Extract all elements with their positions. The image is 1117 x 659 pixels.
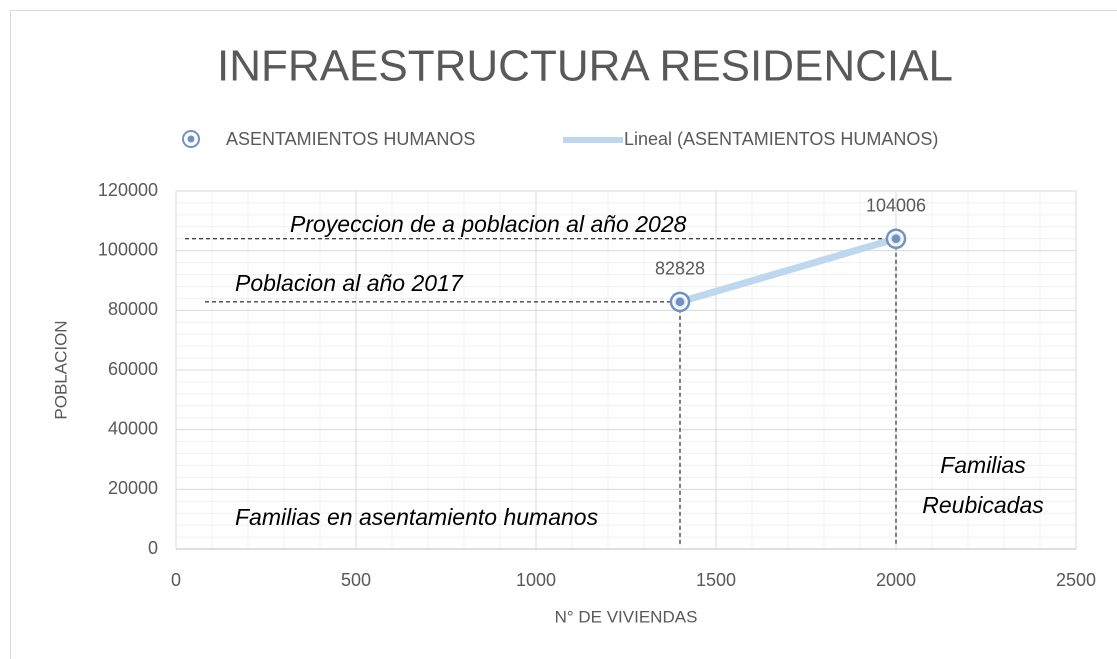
data-label: 104006 bbox=[866, 195, 926, 215]
trendline bbox=[676, 235, 900, 306]
data-label: 82828 bbox=[655, 259, 705, 279]
point bbox=[669, 291, 691, 313]
legend-marker bbox=[182, 130, 200, 148]
chart-title: INFRAESTRUCTURA RESIDENCIAL bbox=[217, 42, 953, 91]
y-tick-label: 0 bbox=[148, 538, 158, 558]
x-tick-label: 500 bbox=[341, 570, 371, 590]
x-axis-label: N° DE VIVIENDAS bbox=[555, 607, 698, 626]
x-tick-label: 2500 bbox=[1056, 570, 1096, 590]
point bbox=[885, 228, 907, 249]
y-tick-label: 60000 bbox=[108, 359, 158, 379]
y-tick-label: 120000 bbox=[98, 180, 158, 200]
x-tick-label: 2000 bbox=[876, 570, 916, 590]
annotation: Reubicadas bbox=[922, 492, 1044, 518]
legend-marker-inner bbox=[187, 135, 195, 143]
y-tick-label: 80000 bbox=[108, 299, 158, 319]
x-tick-label: 1000 bbox=[516, 570, 556, 590]
annotation: Familias bbox=[940, 452, 1026, 478]
legend-label: ASENTAMIENTOS HUMANOS bbox=[226, 129, 475, 149]
annotation: Proyeccion de a poblacion al año 2028 bbox=[290, 211, 687, 237]
y-tick-label: 40000 bbox=[108, 418, 158, 438]
point-marker bbox=[674, 296, 686, 308]
y-tick-label: 20000 bbox=[108, 478, 158, 498]
point-marker bbox=[890, 232, 902, 245]
x-tick-label: 1500 bbox=[696, 570, 736, 590]
legend-label: Lineal (ASENTAMIENTOS HUMANOS) bbox=[624, 129, 938, 149]
annotation: Poblacion al año 2017 bbox=[235, 270, 464, 296]
x-tick-label: 0 bbox=[171, 570, 181, 590]
y-axis-label: POBLACION bbox=[51, 320, 70, 419]
legend: ASENTAMIENTOS HUMANOS Lineal (ASENTAMIEN… bbox=[182, 129, 938, 149]
y-tick-label: 100000 bbox=[98, 239, 158, 259]
annotation: Familias en asentamiento humanos bbox=[235, 504, 599, 530]
chart-frame bbox=[10, 10, 1117, 659]
